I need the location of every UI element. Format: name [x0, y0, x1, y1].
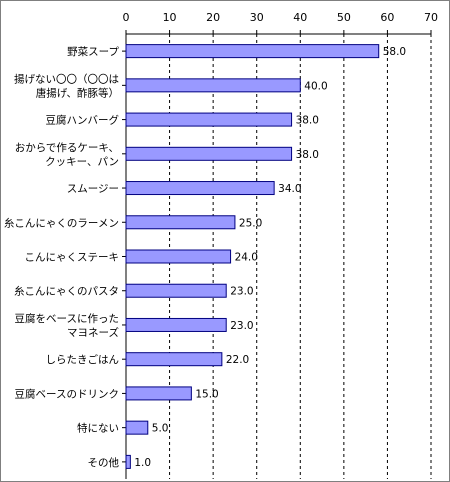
bar-3 — [125, 146, 293, 161]
category-label-9: しらたきごはん — [46, 353, 120, 366]
data-label-11: 5.0 — [152, 423, 169, 435]
x-tick-label-4: 40 — [293, 11, 307, 24]
category-label-1-line-1: 揚げない〇〇（〇〇は — [14, 72, 119, 85]
bar-0 — [125, 44, 380, 59]
bar-7 — [125, 283, 227, 298]
category-label-2: 豆腐ハンバーグ — [46, 114, 120, 127]
category-label-8-line-1: 豆腐をベースに作った — [15, 312, 119, 325]
category-label-6: こんにゃくステーキ — [25, 252, 120, 264]
category-label-1-line-2: 唐揚げ、酢豚等） — [36, 86, 119, 99]
bar-12 — [125, 454, 131, 469]
data-label-10: 15.0 — [195, 388, 218, 400]
data-label-2: 38.0 — [296, 115, 319, 127]
bar-8 — [125, 317, 227, 332]
category-label-3-line-1: おからで作るケーキ、 — [15, 142, 119, 154]
data-label-12: 1.0 — [134, 457, 151, 469]
bar-10 — [125, 386, 192, 401]
data-label-9: 22.0 — [226, 354, 249, 366]
data-label-1: 40.0 — [304, 80, 327, 92]
category-label-10: 豆腐ベースのドリンク — [15, 387, 119, 400]
bar-6 — [125, 249, 232, 264]
bar-11 — [125, 420, 149, 435]
bar-5 — [125, 215, 236, 230]
category-label-0: 野菜スープ — [67, 46, 119, 58]
data-label-7: 23.0 — [230, 286, 253, 298]
data-label-0: 58.0 — [383, 46, 406, 58]
category-label-3-line-2: クッキー、パン — [45, 156, 119, 168]
x-tick-label-0: 0 — [123, 11, 130, 24]
data-label-3: 38.0 — [296, 149, 319, 161]
bar-2 — [125, 112, 293, 127]
data-label-8: 23.0 — [230, 320, 253, 332]
bar-4 — [125, 181, 275, 196]
bar-1 — [125, 78, 301, 93]
x-tick-label-2: 20 — [206, 11, 220, 24]
x-tick-label-5: 50 — [337, 11, 351, 24]
x-tick-label-1: 10 — [163, 11, 177, 24]
x-tick-label-6: 60 — [380, 11, 394, 24]
category-label-8-line-2: マヨネーズ — [67, 326, 119, 339]
category-label-12: その他 — [88, 456, 120, 469]
bar-9 — [125, 352, 223, 367]
category-label-4: スムージー — [67, 183, 119, 195]
category-label-5: 糸こんにゃくのラーメン — [4, 217, 119, 229]
x-tick-label-3: 30 — [250, 11, 264, 24]
data-label-5: 25.0 — [239, 217, 262, 229]
data-label-6: 24.0 — [235, 252, 258, 264]
x-tick-label-7: 70 — [424, 11, 438, 24]
category-label-11: 特にない — [77, 423, 119, 435]
data-label-4: 34.0 — [278, 183, 301, 195]
category-label-7: 糸こんにゃくのパスタ — [14, 286, 119, 298]
